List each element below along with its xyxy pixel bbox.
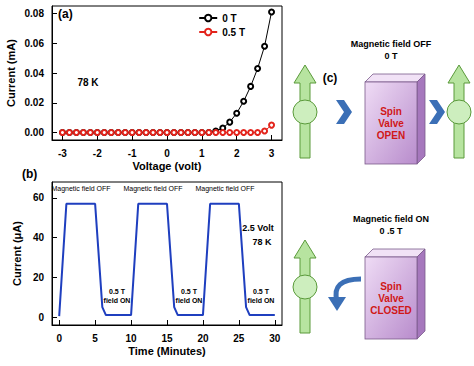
svg-text:60: 60: [33, 192, 45, 203]
svg-text:Magnetic field OFF: Magnetic field OFF: [351, 39, 432, 49]
svg-text:Valve: Valve: [378, 118, 404, 129]
svg-text:2.5 Volt: 2.5 Volt: [242, 223, 273, 233]
svg-text:0.08: 0.08: [25, 8, 45, 19]
svg-text:20: 20: [33, 272, 45, 283]
svg-text:1: 1: [199, 148, 205, 159]
svg-text:0 T: 0 T: [384, 51, 398, 61]
svg-text:78 K: 78 K: [77, 77, 99, 88]
svg-text:0.5 T: 0.5 T: [109, 288, 126, 295]
svg-text:30: 30: [269, 333, 281, 344]
svg-text:0 .5 T: 0 .5 T: [379, 226, 403, 236]
svg-text:0.5 T: 0.5 T: [253, 288, 270, 295]
svg-text:0: 0: [56, 333, 62, 344]
svg-text:0.06: 0.06: [25, 38, 45, 49]
svg-text:Magnetic field OFF: Magnetic field OFF: [195, 185, 254, 193]
svg-text:Magnetic field OFF: Magnetic field OFF: [123, 185, 182, 193]
svg-text:Current (μA): Current (μA): [11, 221, 23, 286]
svg-text:(b): (b): [22, 167, 37, 181]
svg-text:0 T: 0 T: [222, 13, 236, 24]
svg-text:78 K: 78 K: [252, 237, 272, 247]
svg-text:0.00: 0.00: [25, 127, 45, 138]
svg-text:field ON: field ON: [248, 297, 275, 304]
svg-text:-2: -2: [93, 148, 102, 159]
svg-text:20: 20: [197, 333, 209, 344]
svg-text:40: 40: [33, 232, 45, 243]
svg-text:Spin: Spin: [380, 281, 402, 292]
svg-text:CLOSED: CLOSED: [370, 305, 412, 316]
svg-text:Spin: Spin: [380, 106, 402, 117]
svg-text:Magnetic field ON: Magnetic field ON: [353, 214, 429, 224]
svg-text:(a): (a): [58, 7, 73, 21]
svg-text:OPEN: OPEN: [377, 130, 405, 141]
svg-text:0.5 T: 0.5 T: [222, 27, 245, 38]
svg-text:2: 2: [234, 148, 240, 159]
svg-text:3: 3: [269, 148, 275, 159]
svg-text:0.04: 0.04: [25, 68, 45, 79]
svg-text:25: 25: [233, 333, 245, 344]
svg-text:Time (Minutes): Time (Minutes): [128, 345, 206, 357]
svg-text:0: 0: [164, 148, 170, 159]
svg-text:-3: -3: [58, 148, 67, 159]
svg-text:0: 0: [38, 312, 44, 323]
svg-text:(c): (c): [323, 71, 338, 85]
svg-text:Magnetic field OFF: Magnetic field OFF: [51, 185, 110, 193]
svg-text:0.02: 0.02: [25, 97, 45, 108]
svg-text:15: 15: [161, 333, 173, 344]
svg-text:Valve: Valve: [378, 293, 404, 304]
svg-text:field ON: field ON: [176, 297, 203, 304]
svg-text:10: 10: [126, 333, 138, 344]
svg-text:5: 5: [92, 333, 98, 344]
svg-text:Voltage (volt): Voltage (volt): [133, 160, 202, 172]
svg-text:0.5 T: 0.5 T: [181, 288, 198, 295]
svg-text:Current (mA): Current (mA): [5, 39, 17, 107]
svg-text:field ON: field ON: [104, 297, 131, 304]
svg-text:-1: -1: [128, 148, 137, 159]
